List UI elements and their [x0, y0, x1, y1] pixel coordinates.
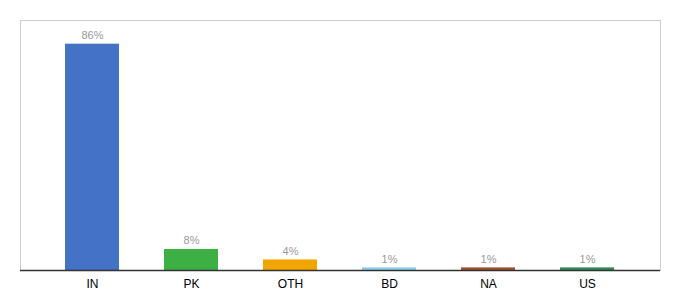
svg-text:8%: 8% [184, 234, 200, 246]
svg-text:1%: 1% [580, 253, 596, 265]
svg-text:1%: 1% [481, 253, 497, 265]
svg-text:PK: PK [183, 277, 199, 291]
svg-text:BD: BD [381, 277, 398, 291]
svg-text:NA: NA [480, 277, 497, 291]
svg-text:1%: 1% [382, 253, 398, 265]
svg-text:OTH: OTH [278, 277, 303, 291]
svg-text:IN: IN [87, 277, 99, 291]
svg-text:86%: 86% [81, 29, 103, 41]
svg-text:4%: 4% [283, 245, 299, 257]
svg-text:US: US [579, 277, 596, 291]
